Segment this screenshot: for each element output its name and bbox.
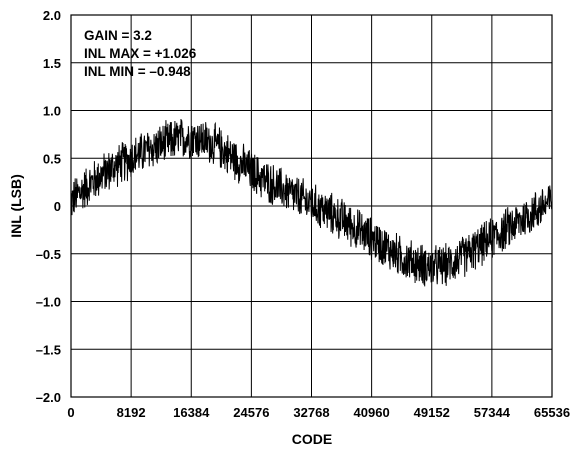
y-tick-label: 1.0 xyxy=(43,104,61,119)
y-tick-label: 2.0 xyxy=(43,8,61,23)
x-tick-label: 32768 xyxy=(293,405,329,420)
y-tick-label: 0.5 xyxy=(43,151,61,166)
trace-layer xyxy=(70,118,553,287)
y-tick-labels: 2.0 1.5 1.0 0.5 0 –0.5 –1.0 –1.5 –2.0 xyxy=(36,8,61,405)
x-tick-label: 49152 xyxy=(414,405,450,420)
x-tick-label: 40960 xyxy=(354,405,390,420)
y-tick-label: 1.5 xyxy=(43,56,61,71)
annotation-inl-max: INL MAX = +1.026 xyxy=(84,46,197,61)
annotation-gain: GAIN = 3.2 xyxy=(84,28,152,43)
x-tick-label: 0 xyxy=(67,405,74,420)
inl-trace xyxy=(70,118,553,287)
y-tick-label: –2.0 xyxy=(36,390,61,405)
annotation-inl-min: INL MIN = –0.948 xyxy=(84,64,191,79)
x-tick-label: 65536 xyxy=(534,405,570,420)
plot-frame xyxy=(70,14,553,398)
y-tick-label: –1.0 xyxy=(36,295,61,310)
x-tick-label: 8192 xyxy=(117,405,146,420)
x-tick-labels: 0 8192 16384 24576 32768 40960 49152 57344 65536 xyxy=(67,405,570,420)
x-tick-label: 57344 xyxy=(474,405,511,420)
y-axis-title: INL (LSB) xyxy=(8,174,24,238)
x-tick-label: 24576 xyxy=(233,405,269,420)
y-tick-label: 0 xyxy=(54,199,61,214)
y-tick-label: –0.5 xyxy=(36,247,61,262)
y-tick-label: –1.5 xyxy=(36,342,61,357)
x-axis-title: CODE xyxy=(292,431,332,447)
x-tick-label: 16384 xyxy=(173,405,210,420)
